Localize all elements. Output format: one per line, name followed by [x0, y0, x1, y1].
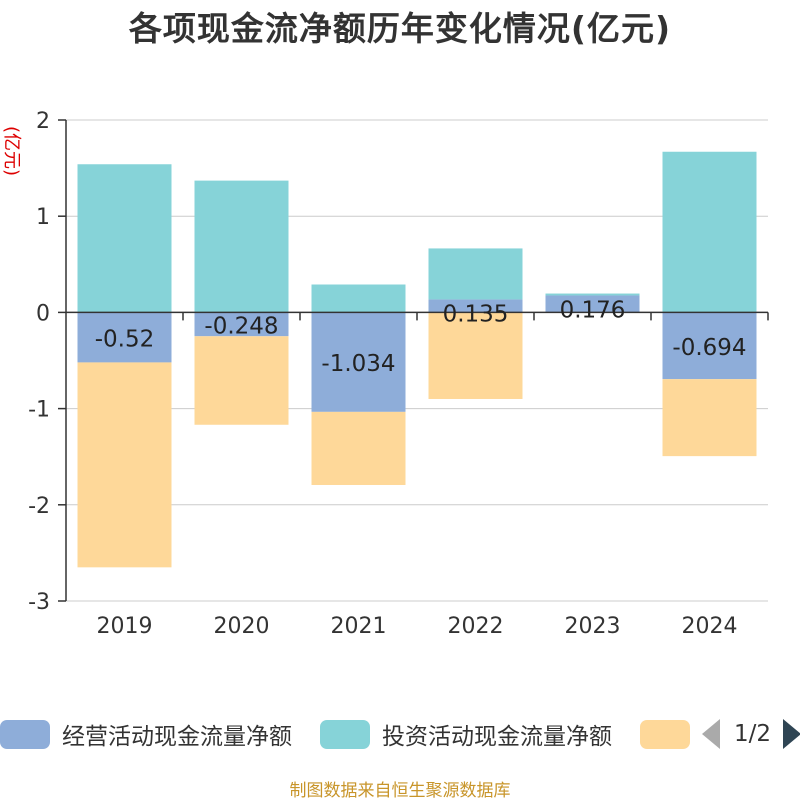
legend-swatch-financing	[640, 719, 690, 749]
bar-2023-series-1	[545, 293, 640, 296]
legend-item-operating[interactable]: 经营活动现金流量净额	[0, 714, 292, 754]
legend: 经营活动现金流量净额 投资活动现金流量净额 1/2	[0, 714, 800, 754]
bar-2019-series-2	[77, 362, 172, 568]
data-source-note: 制图数据来自恒生聚源数据库	[289, 781, 511, 801]
y-tick-label: -2	[28, 494, 50, 519]
data-label-2020: -0.248	[204, 313, 278, 339]
x-tick-label-2019: 2019	[97, 614, 153, 639]
legend-swatch-investing	[320, 719, 370, 749]
x-tick-label-2023: 2023	[565, 614, 621, 639]
x-tick-label-2021: 2021	[331, 614, 387, 639]
data-label-2021: -1.034	[321, 351, 395, 377]
y-tick-label: -1	[28, 398, 50, 423]
bar-2020-series-2	[194, 336, 289, 425]
legend-label-investing: 投资活动现金流量净额	[382, 724, 612, 750]
bar-2023-series-0	[545, 295, 640, 313]
legend-item-investing[interactable]: 投资活动现金流量净额	[320, 714, 612, 754]
x-tick-label-2022: 2022	[448, 614, 504, 639]
bar-2024-series-2	[662, 379, 757, 457]
bar-2021-series-0	[311, 312, 406, 412]
x-tick-label-2020: 2020	[214, 614, 270, 639]
bar-2024-series-0	[662, 312, 757, 380]
bar-2022-series-0	[428, 299, 523, 313]
chart-area: 2 1 0 -1 -2 -3 2019 2020 2021 2022 2023 2024 -0.52 -…	[28, 109, 769, 639]
legend-next-arrow-icon[interactable]	[783, 719, 800, 749]
bar-2019-series-0	[77, 312, 172, 363]
data-label-2023: 0.176	[560, 297, 626, 323]
data-label-2024: -0.694	[672, 335, 746, 361]
y-tick-label: 1	[36, 205, 50, 230]
bar-2020-series-0	[194, 312, 289, 337]
bar-2024-series-1	[662, 151, 757, 313]
y-tick-label: 0	[36, 301, 50, 326]
legend-page-indicator: 1/2	[734, 721, 772, 747]
x-tick-label-2024: 2024	[682, 614, 738, 639]
data-label-2019: -0.52	[95, 326, 155, 352]
y-tick-label: 2	[36, 109, 50, 134]
bar-2022-series-2	[428, 312, 523, 399]
legend-swatch-operating	[0, 719, 50, 749]
legend-pager: 1/2	[700, 714, 800, 754]
bar-2020-series-1	[194, 180, 289, 313]
bar-2019-series-1	[77, 164, 172, 313]
chart-title: 各项现金流净额历年变化情况(亿元)	[128, 9, 672, 48]
y-tick-label: -3	[28, 590, 50, 615]
bar-2021-series-1	[311, 284, 406, 313]
bar-2022-series-1	[428, 248, 523, 300]
legend-label-operating: 经营活动现金流量净额	[62, 724, 292, 750]
data-label-2022: 0.135	[443, 301, 509, 327]
legend-item-financing[interactable]	[640, 714, 690, 754]
bar-2021-series-2	[311, 411, 406, 485]
legend-prev-arrow-icon[interactable]	[702, 719, 720, 749]
